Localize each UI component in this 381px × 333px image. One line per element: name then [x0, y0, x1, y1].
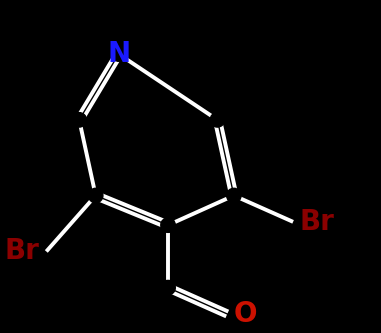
Circle shape — [210, 113, 225, 127]
Text: Br: Br — [300, 208, 335, 236]
Text: O: O — [234, 300, 257, 328]
Text: Br: Br — [5, 237, 40, 265]
Circle shape — [161, 218, 175, 232]
Circle shape — [88, 188, 103, 203]
Circle shape — [72, 113, 86, 127]
Circle shape — [227, 188, 241, 203]
Circle shape — [161, 280, 175, 295]
Circle shape — [112, 47, 126, 61]
Text: N: N — [107, 40, 130, 68]
